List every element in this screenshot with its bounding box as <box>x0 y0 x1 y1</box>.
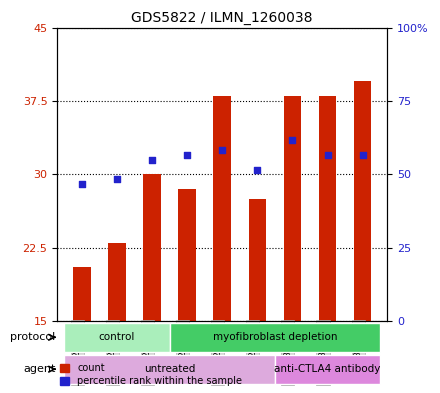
FancyBboxPatch shape <box>275 355 380 384</box>
Bar <box>354 81 371 321</box>
Bar <box>143 174 161 321</box>
FancyBboxPatch shape <box>169 323 380 352</box>
Text: agent: agent <box>23 364 55 374</box>
Point <box>219 147 226 153</box>
FancyBboxPatch shape <box>64 323 169 352</box>
Bar <box>73 268 91 321</box>
Text: GSM1303942: GSM1303942 <box>354 322 363 382</box>
Text: control: control <box>99 332 135 342</box>
Point <box>114 176 121 182</box>
Bar <box>213 96 231 321</box>
Title: GDS5822 / ILMN_1260038: GDS5822 / ILMN_1260038 <box>132 11 313 25</box>
Point <box>254 166 261 173</box>
Text: untreated: untreated <box>144 364 195 374</box>
Point <box>359 152 366 158</box>
Bar <box>284 96 301 321</box>
Text: GSM1276600: GSM1276600 <box>108 322 117 382</box>
Text: GSM1276602: GSM1276602 <box>178 322 187 382</box>
Text: anti-CTLA4 antibody: anti-CTLA4 antibody <box>274 364 381 374</box>
Point <box>183 152 191 158</box>
Point <box>324 152 331 158</box>
Text: myofibroblast depletion: myofibroblast depletion <box>213 332 337 342</box>
Point <box>78 181 85 187</box>
Text: GSM1276601: GSM1276601 <box>143 322 152 382</box>
Bar <box>319 96 336 321</box>
Text: GSM1303940: GSM1303940 <box>283 322 293 382</box>
Point <box>289 137 296 143</box>
FancyBboxPatch shape <box>64 355 275 384</box>
Bar <box>178 189 196 321</box>
Text: GSM1276603: GSM1276603 <box>213 322 222 382</box>
Text: GSM1276604: GSM1276604 <box>248 322 257 382</box>
Point <box>148 156 155 163</box>
Text: GSM1276599: GSM1276599 <box>73 322 82 382</box>
Bar <box>249 199 266 321</box>
Text: GSM1303941: GSM1303941 <box>319 322 327 382</box>
Legend: count, percentile rank within the sample: count, percentile rank within the sample <box>58 361 244 388</box>
Bar <box>108 243 126 321</box>
Text: protocol: protocol <box>10 332 55 342</box>
